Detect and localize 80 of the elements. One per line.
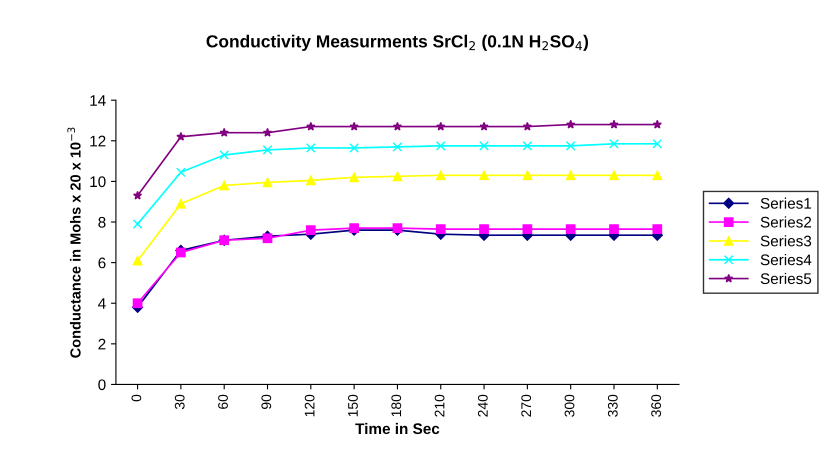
legend-label: Series5 bbox=[760, 272, 812, 284]
point bbox=[479, 141, 489, 151]
y-tick-label: 12 bbox=[90, 136, 106, 146]
x-tick-label: 300 bbox=[564, 394, 574, 417]
point bbox=[176, 167, 186, 178]
point bbox=[219, 150, 230, 160]
point bbox=[522, 122, 532, 131]
legend-label: Series3 bbox=[760, 235, 812, 246]
x-tick-label: 330 bbox=[608, 394, 618, 417]
point bbox=[652, 138, 662, 149]
point bbox=[652, 224, 662, 234]
point bbox=[132, 219, 142, 229]
y-tick-label: 6 bbox=[98, 257, 106, 268]
point bbox=[306, 122, 316, 131]
y-tick-label: 10 bbox=[90, 176, 106, 188]
x-tick-label: 240 bbox=[478, 394, 488, 417]
point bbox=[349, 223, 359, 233]
x-tick-label: 150 bbox=[348, 394, 358, 416]
point bbox=[262, 145, 272, 155]
x-tick-label: 270 bbox=[521, 394, 532, 417]
x-tick-label: 360 bbox=[651, 394, 662, 417]
x-tick-label: 30 bbox=[174, 394, 185, 410]
x-tick-label: 210 bbox=[434, 394, 444, 417]
point bbox=[566, 170, 576, 180]
point bbox=[176, 132, 186, 141]
point bbox=[436, 170, 446, 180]
point bbox=[262, 178, 272, 188]
point bbox=[479, 224, 489, 234]
point bbox=[652, 170, 662, 180]
x-tick-label: 90 bbox=[261, 394, 272, 409]
point bbox=[306, 143, 316, 153]
point bbox=[306, 225, 316, 235]
point bbox=[132, 190, 142, 200]
point bbox=[176, 248, 186, 258]
point bbox=[522, 141, 532, 151]
legend-label: Series2 bbox=[760, 216, 812, 228]
point bbox=[479, 122, 489, 131]
point bbox=[609, 138, 619, 149]
point bbox=[392, 171, 402, 182]
x-tick-label: 120 bbox=[304, 394, 315, 416]
point bbox=[522, 170, 532, 180]
chart-title: Conductivity Measurments SrCl$_{2}$ (0.1N H$_{2}$SO$_{4}$) bbox=[206, 34, 588, 51]
legend-label: Series1 bbox=[760, 198, 812, 209]
point bbox=[176, 198, 186, 209]
point bbox=[220, 128, 229, 137]
point bbox=[566, 120, 576, 129]
point bbox=[306, 176, 316, 186]
point bbox=[262, 128, 272, 137]
legend-label: Series4 bbox=[760, 254, 812, 266]
point bbox=[652, 120, 662, 129]
point bbox=[566, 141, 576, 151]
y-axis-title: Conductance in Mohs x 20 x 10$^{−3}$ bbox=[67, 128, 81, 358]
point bbox=[566, 224, 576, 234]
point bbox=[609, 224, 619, 234]
point bbox=[349, 122, 359, 131]
x-axis-title: Time in Sec bbox=[355, 422, 440, 434]
point bbox=[522, 224, 532, 234]
point bbox=[349, 172, 359, 182]
y-tick-label: 14 bbox=[90, 95, 106, 106]
y-tick-label: 8 bbox=[98, 216, 106, 228]
point bbox=[609, 120, 619, 129]
point bbox=[392, 122, 402, 131]
x-tick-label: 0 bbox=[131, 394, 142, 402]
y-tick-label: 4 bbox=[98, 298, 106, 309]
point bbox=[219, 180, 230, 190]
point bbox=[392, 223, 402, 233]
point bbox=[436, 141, 446, 151]
x-tick-label: 60 bbox=[218, 394, 228, 409]
y-tick-label: 2 bbox=[98, 338, 106, 350]
point bbox=[609, 170, 619, 180]
point bbox=[349, 143, 359, 153]
point bbox=[479, 170, 489, 180]
point bbox=[132, 298, 142, 308]
point bbox=[132, 256, 142, 266]
point bbox=[392, 142, 402, 152]
y-tick-label: 0 bbox=[98, 379, 106, 390]
x-tick-label: 180 bbox=[391, 394, 402, 416]
point bbox=[436, 122, 446, 131]
point bbox=[262, 233, 272, 244]
point bbox=[436, 224, 446, 234]
